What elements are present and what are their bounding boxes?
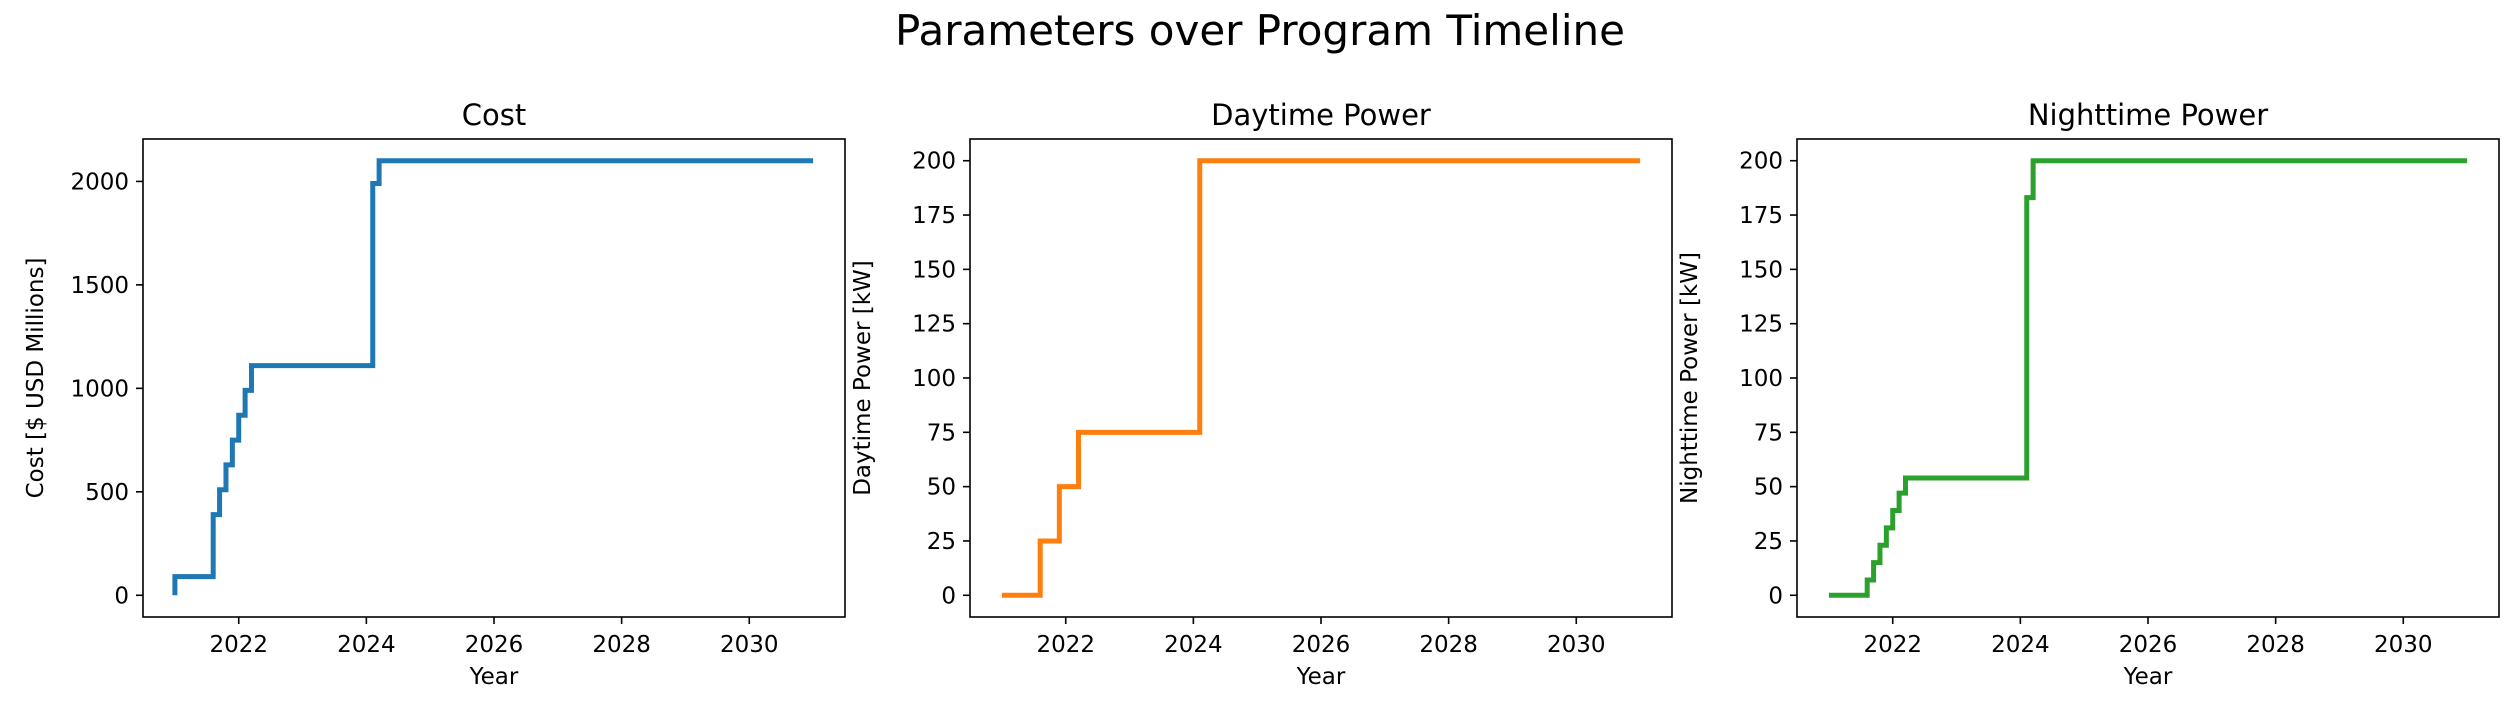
series-line: [1828, 158, 2468, 598]
y-tick-label: 0: [941, 583, 956, 609]
x-axis-label: Year: [469, 664, 519, 690]
y-tick-label: 75: [1754, 420, 1783, 446]
subplot-2: Daytime Power 2022 2024 2026 2028 2030 0 25 50 75…: [850, 98, 1673, 690]
y-tick-label: 100: [1739, 366, 1783, 392]
y-tick-label: 150: [912, 257, 956, 283]
y-tick-label: 100: [912, 366, 956, 392]
x-tick-label: 2022: [209, 632, 268, 658]
y-tick-label: 200: [912, 149, 956, 175]
x-tick-label: 2028: [2246, 632, 2305, 658]
figure-title: Parameters over Program Timeline: [895, 6, 1625, 55]
y-tick-label: 500: [85, 480, 129, 506]
y-tick-label: 0: [114, 583, 129, 609]
y-tick-label: 175: [1739, 203, 1783, 229]
y-tick-label: 1000: [70, 376, 129, 402]
x-tick-label: 2024: [337, 632, 396, 658]
x-tick-label: 2024: [1164, 632, 1223, 658]
y-tick-label: 50: [1754, 475, 1783, 501]
subplot-title: Nighttime Power: [2028, 98, 2268, 132]
y-tick-label: 2000: [70, 169, 129, 195]
y-tick-label: 175: [912, 203, 956, 229]
x-tick-label: 2022: [1036, 632, 1095, 658]
y-tick-label: 75: [927, 420, 956, 446]
y-tick-label: 50: [927, 475, 956, 501]
axes-frame: [969, 138, 1673, 618]
y-axis-label: Nighttime Power [kW]: [1677, 252, 1703, 504]
x-tick-label: 2028: [1419, 632, 1478, 658]
y-axis-label: Cost [$ USD Millions]: [23, 258, 49, 499]
axes-frame: [1796, 138, 2500, 618]
x-axis-label: Year: [1296, 664, 1346, 690]
subplot-1: Cost 2022 2024 2026 2028 2030 0 500 1000 1500 2000…: [23, 98, 846, 690]
y-axis-label: Daytime Power [kW]: [850, 260, 876, 496]
x-tick-label: 2028: [592, 632, 651, 658]
x-tick-label: 2022: [1863, 632, 1922, 658]
y-tick-label: 25: [1754, 529, 1783, 555]
series-line: [1001, 158, 1641, 598]
y-tick-label: 0: [1768, 583, 1783, 609]
subplot-title: Daytime Power: [1211, 98, 1431, 132]
x-tick-label: 2026: [2119, 632, 2178, 658]
subplot-title: Cost: [462, 98, 526, 132]
y-tick-label: 150: [1739, 257, 1783, 283]
x-tick-label: 2030: [2374, 632, 2433, 658]
subplot-3: Nighttime Power 2022 2024 2026 2028 2030 0 25 50…: [1677, 98, 2500, 690]
x-tick-label: 2024: [1991, 632, 2050, 658]
series-line: [172, 158, 814, 596]
axes-frame: [142, 138, 846, 618]
y-tick-label: 125: [1739, 312, 1783, 338]
x-axis-label: Year: [2123, 664, 2173, 690]
x-tick-label: 2030: [1547, 632, 1606, 658]
x-tick-label: 2030: [720, 632, 779, 658]
x-tick-label: 2026: [465, 632, 524, 658]
y-tick-label: 125: [912, 312, 956, 338]
x-tick-label: 2026: [1292, 632, 1351, 658]
y-tick-label: 25: [927, 529, 956, 555]
y-tick-label: 200: [1739, 149, 1783, 175]
y-tick-label: 1500: [70, 273, 129, 299]
